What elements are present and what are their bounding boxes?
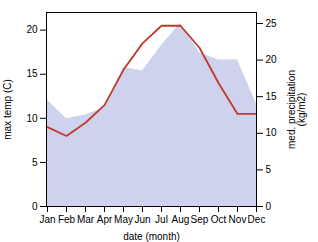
svg-text:Dec: Dec [248, 214, 266, 225]
svg-text:max temp (C): max temp (C) [2, 79, 13, 140]
svg-text:med. precipitation(kg/m2): med. precipitation(kg/m2) [286, 70, 307, 149]
svg-text:Feb: Feb [58, 214, 76, 225]
svg-text:20: 20 [266, 54, 278, 65]
svg-text:15: 15 [26, 68, 38, 79]
svg-text:15: 15 [266, 91, 278, 102]
svg-text:Jan: Jan [39, 214, 55, 225]
svg-text:20: 20 [26, 24, 38, 35]
svg-text:10: 10 [26, 113, 38, 124]
svg-text:0: 0 [266, 201, 272, 212]
svg-text:Jun: Jun [134, 214, 150, 225]
svg-text:Nov: Nov [229, 214, 247, 225]
svg-text:25: 25 [266, 18, 278, 29]
svg-text:5: 5 [32, 157, 38, 168]
svg-text:Aug: Aug [172, 214, 190, 225]
svg-text:date (month): date (month) [123, 231, 180, 242]
svg-text:Apr: Apr [97, 214, 113, 225]
svg-text:Sep: Sep [191, 214, 209, 225]
svg-text:5: 5 [266, 164, 272, 175]
svg-text:Jul: Jul [155, 214, 168, 225]
svg-text:0: 0 [32, 201, 38, 212]
svg-text:Oct: Oct [211, 214, 227, 225]
svg-text:10: 10 [266, 127, 278, 138]
svg-text:May: May [114, 214, 133, 225]
svg-text:Mar: Mar [77, 214, 95, 225]
